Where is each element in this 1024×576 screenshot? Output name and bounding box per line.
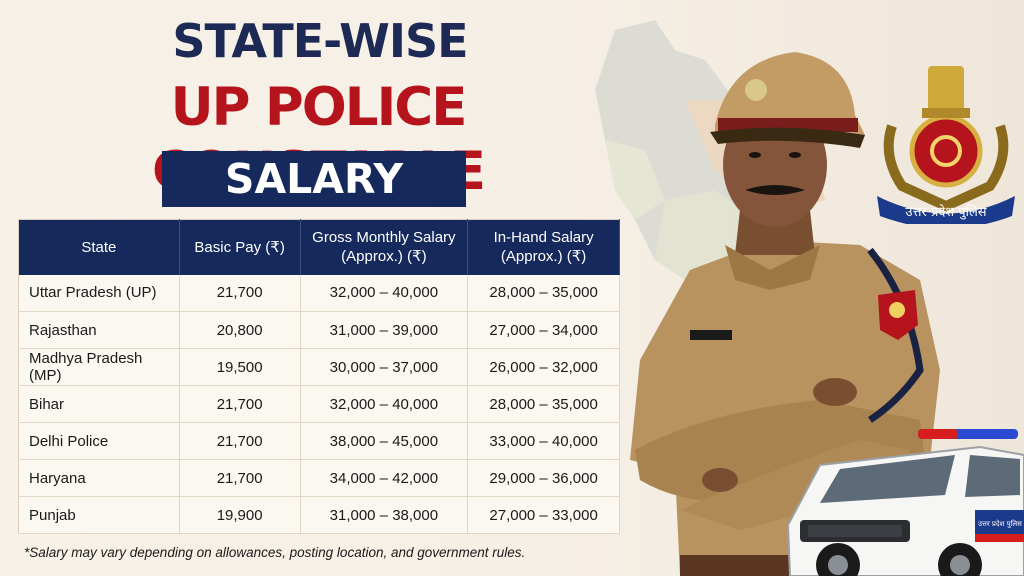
- cell-in-hand-salary: 33,000 – 40,000: [467, 422, 620, 460]
- header-basic-pay: Basic Pay (₹): [179, 219, 301, 275]
- footnote: *Salary may vary depending on allowances…: [24, 545, 526, 560]
- cell-state: Haryana: [18, 459, 180, 497]
- cell-basic-pay: 21,700: [179, 385, 301, 423]
- cell-in-hand-salary: 28,000 – 35,000: [467, 274, 620, 312]
- cell-gross-salary: 30,000 – 37,000: [300, 348, 469, 386]
- table-row: Delhi Police 21,700 38,000 – 45,000 33,0…: [18, 422, 620, 460]
- header-in-hand-salary: In-Hand Salary (Approx.) (₹): [467, 219, 620, 275]
- cell-gross-salary: 31,000 – 38,000: [300, 496, 469, 534]
- cell-gross-salary: 32,000 – 40,000: [300, 274, 469, 312]
- table-row: Punjab 19,900 31,000 – 38,000 27,000 – 3…: [18, 496, 620, 534]
- cell-basic-pay: 20,800: [179, 311, 301, 349]
- table-header-row: State Basic Pay (₹) Gross Monthly Salary…: [18, 219, 620, 275]
- header-state: State: [18, 219, 180, 275]
- cell-basic-pay: 19,900: [179, 496, 301, 534]
- cell-in-hand-salary: 29,000 – 36,000: [467, 459, 620, 497]
- cell-basic-pay: 21,700: [179, 274, 301, 312]
- cell-in-hand-salary: 26,000 – 32,000: [467, 348, 620, 386]
- salary-table: State Basic Pay (₹) Gross Monthly Salary…: [18, 219, 620, 534]
- vehicle-door-text: उत्तर प्रदेश पुलिस: [978, 519, 1022, 528]
- cell-basic-pay: 21,700: [179, 459, 301, 497]
- cell-gross-salary: 31,000 – 39,000: [300, 311, 469, 349]
- cell-state: Uttar Pradesh (UP): [18, 274, 180, 312]
- table-row: Rajasthan 20,800 31,000 – 39,000 27,000 …: [18, 311, 620, 349]
- cell-in-hand-salary: 27,000 – 34,000: [467, 311, 620, 349]
- cell-gross-salary: 34,000 – 42,000: [300, 459, 469, 497]
- header-gross-salary: Gross Monthly Salary (Approx.) (₹): [300, 219, 469, 275]
- cell-basic-pay: 19,500: [179, 348, 301, 386]
- cell-basic-pay: 21,700: [179, 422, 301, 460]
- cell-state: Delhi Police: [18, 422, 180, 460]
- emblem-text: उत्तर प्रदेश पुलिस: [905, 204, 986, 220]
- cell-in-hand-salary: 28,000 – 35,000: [467, 385, 620, 423]
- table-row: Madhya Pradesh (MP) 19,500 30,000 – 37,0…: [18, 348, 620, 386]
- table-row: Bihar 21,700 32,000 – 40,000 28,000 – 35…: [18, 385, 620, 423]
- table-row: Haryana 21,700 34,000 – 42,000 29,000 – …: [18, 459, 620, 497]
- title-state-wise: STATE-WISE: [172, 14, 468, 68]
- police-vehicle-illustration: उत्तर प्रदेश पुलिस: [786, 429, 1024, 576]
- cell-state: Bihar: [18, 385, 180, 423]
- cell-state: Punjab: [18, 496, 180, 534]
- up-police-emblem: उत्तर प्रदेश पुलिस: [877, 66, 1015, 224]
- cell-gross-salary: 32,000 – 40,000: [300, 385, 469, 423]
- table-row: Uttar Pradesh (UP) 21,700 32,000 – 40,00…: [18, 274, 620, 312]
- cell-gross-salary: 38,000 – 45,000: [300, 422, 469, 460]
- cell-in-hand-salary: 27,000 – 33,000: [467, 496, 620, 534]
- cell-state: Madhya Pradesh (MP): [18, 348, 180, 386]
- cell-state: Rajasthan: [18, 311, 180, 349]
- title-salary: SALARY: [162, 151, 466, 207]
